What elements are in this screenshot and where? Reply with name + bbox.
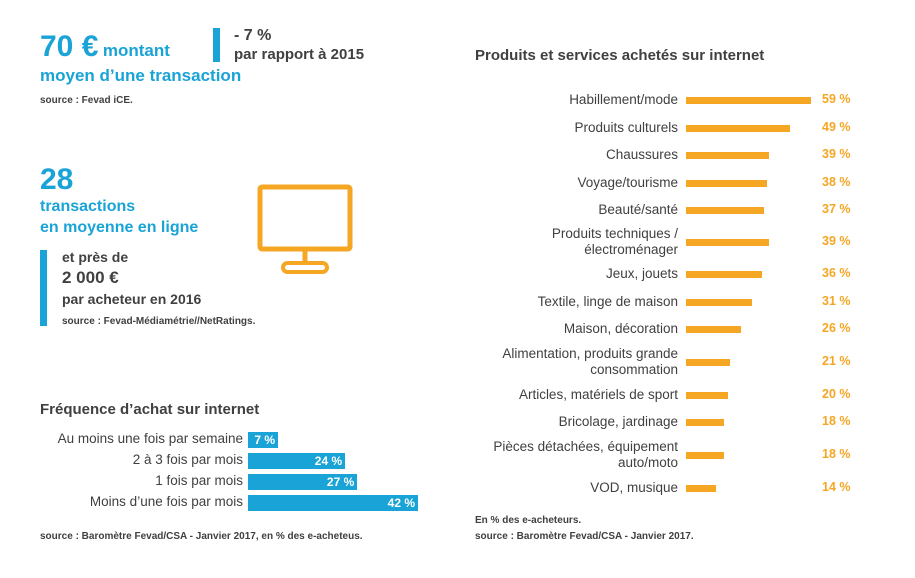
prod-category-label-line: Produits techniques / — [551, 226, 678, 241]
prod-value-label: 26 % — [822, 321, 851, 335]
prod-source: source : Baromètre Fevad/CSA - Janvier 2… — [475, 531, 694, 542]
stat1-change: - 7 % — [234, 27, 272, 44]
prod-bar — [686, 152, 769, 159]
stat1-headline: 70 € montant — [40, 30, 170, 64]
freq-category-label: Au moins une fois par semaine — [57, 431, 243, 446]
prod-value-label: 59 % — [822, 92, 851, 106]
freq-bar: 7 % — [248, 432, 278, 448]
prod-category-label-line: Articles, matériels de sport — [518, 387, 678, 402]
prod-value-label: 38 % — [822, 175, 851, 189]
prod-value-label: 37 % — [822, 202, 851, 216]
prod-category-label-line: Pièces détachées, équipement — [493, 439, 678, 454]
prod-bar — [686, 299, 752, 306]
prod-value-label: 49 % — [822, 120, 851, 134]
freq-category-label: Moins d’une fois par mois — [89, 494, 243, 509]
prod-bar — [686, 180, 767, 187]
prod-bar — [686, 271, 763, 278]
prod-category-label: Habillement/mode — [438, 92, 678, 108]
prod-bar — [686, 239, 769, 246]
prod-category-label: Bricolage, jardinage — [438, 414, 678, 430]
stat2-source: source : Fevad-Médiamétrie//NetRatings. — [62, 316, 256, 327]
stat1-text1: montant — [102, 41, 170, 60]
prod-chart-title: Produits et services achetés sur interne… — [475, 47, 765, 64]
stat2-post: par acheteur en 2016 — [62, 291, 202, 307]
prod-category-label-line: Habillement/mode — [569, 92, 678, 107]
prod-category-label: VOD, musique — [438, 480, 678, 496]
prod-category-label-line: électroménager — [584, 242, 678, 257]
prod-value-label: 18 % — [822, 447, 851, 461]
stat2-accent-bar — [40, 250, 47, 326]
prod-category-label: Voyage/tourisme — [438, 175, 678, 191]
prod-bar — [686, 485, 716, 492]
prod-footnote: En % des e-acheteurs. — [475, 515, 582, 526]
prod-category-label: Alimentation, produits grande consommatio… — [438, 346, 678, 378]
monitor-icon — [257, 184, 353, 274]
freq-source: source : Baromètre Fevad/CSA - Janvier 2… — [40, 531, 363, 542]
stat2-text2: en moyenne en ligne — [40, 219, 199, 236]
freq-bar: 42 % — [248, 495, 418, 511]
prod-category-label: Textile, linge de maison — [438, 294, 678, 310]
prod-category-label-line: consommation — [590, 362, 678, 377]
prod-value-label: 18 % — [822, 414, 851, 428]
stat1-big: 70 € — [40, 30, 99, 63]
prod-category-label: Maison, décoration — [438, 321, 678, 337]
stat1-change-note: par rapport à 2015 — [234, 46, 365, 63]
stat2-text1: transactions — [40, 198, 136, 215]
prod-category-label-line: auto/moto — [617, 455, 678, 470]
prod-value-label: 39 % — [822, 234, 851, 248]
stat2-big: 28 — [40, 163, 74, 196]
prod-category-label-line: Maison, décoration — [563, 321, 678, 336]
prod-category-label: Jeux, jouets — [438, 266, 678, 282]
prod-category-label-line: Voyage/tourisme — [577, 175, 678, 190]
freq-category-label: 1 fois par mois — [155, 473, 243, 488]
prod-value-label: 21 % — [822, 354, 851, 368]
freq-category-label: 2 à 3 fois par mois — [132, 452, 243, 467]
prod-value-label: 14 % — [822, 480, 851, 494]
prod-value-label: 36 % — [822, 266, 851, 280]
stat1-source: source : Fevad iCE. — [40, 95, 133, 106]
prod-bar — [686, 452, 725, 459]
prod-value-label: 39 % — [822, 147, 851, 161]
prod-category-label-line: Jeux, jouets — [605, 266, 678, 281]
prod-category-label: Produits techniques / électroménager — [438, 226, 678, 258]
prod-bar — [686, 326, 742, 333]
prod-category-label: Beauté/santé — [438, 202, 678, 218]
stat1-accent-bar — [213, 28, 220, 62]
prod-bar — [686, 97, 811, 104]
prod-category-label-line: Alimentation, produits grande — [502, 346, 678, 361]
freq-bar: 27 % — [248, 474, 358, 490]
prod-category-label: Chaussures — [438, 147, 678, 163]
prod-category-label: Produits culturels — [438, 120, 678, 136]
freq-chart-title: Fréquence d’achat sur internet — [40, 401, 260, 418]
prod-value-label: 20 % — [822, 387, 851, 401]
prod-category-label-line: Chaussures — [605, 147, 678, 162]
prod-category-label-line: VOD, musique — [590, 480, 678, 495]
freq-bar: 24 % — [248, 453, 346, 469]
prod-category-label: Pièces détachées, équipement auto/moto — [438, 439, 678, 471]
prod-value-label: 31 % — [822, 294, 851, 308]
prod-category-label-line: Produits culturels — [574, 120, 678, 135]
stat2-pre: et près de — [62, 249, 129, 265]
prod-bar — [686, 125, 790, 132]
prod-category-label-line: Textile, linge de maison — [537, 294, 678, 309]
prod-bar — [686, 392, 729, 399]
prod-category-label: Articles, matériels de sport — [438, 387, 678, 403]
stat2-amount: 2 000 € — [62, 268, 119, 287]
prod-bar — [686, 419, 725, 426]
stat1-text2: moyen d’une transaction — [40, 66, 242, 85]
prod-bar — [686, 359, 731, 366]
prod-bar — [686, 207, 765, 214]
prod-category-label-line: Beauté/santé — [598, 202, 678, 217]
prod-category-label-line: Bricolage, jardinage — [558, 414, 678, 429]
